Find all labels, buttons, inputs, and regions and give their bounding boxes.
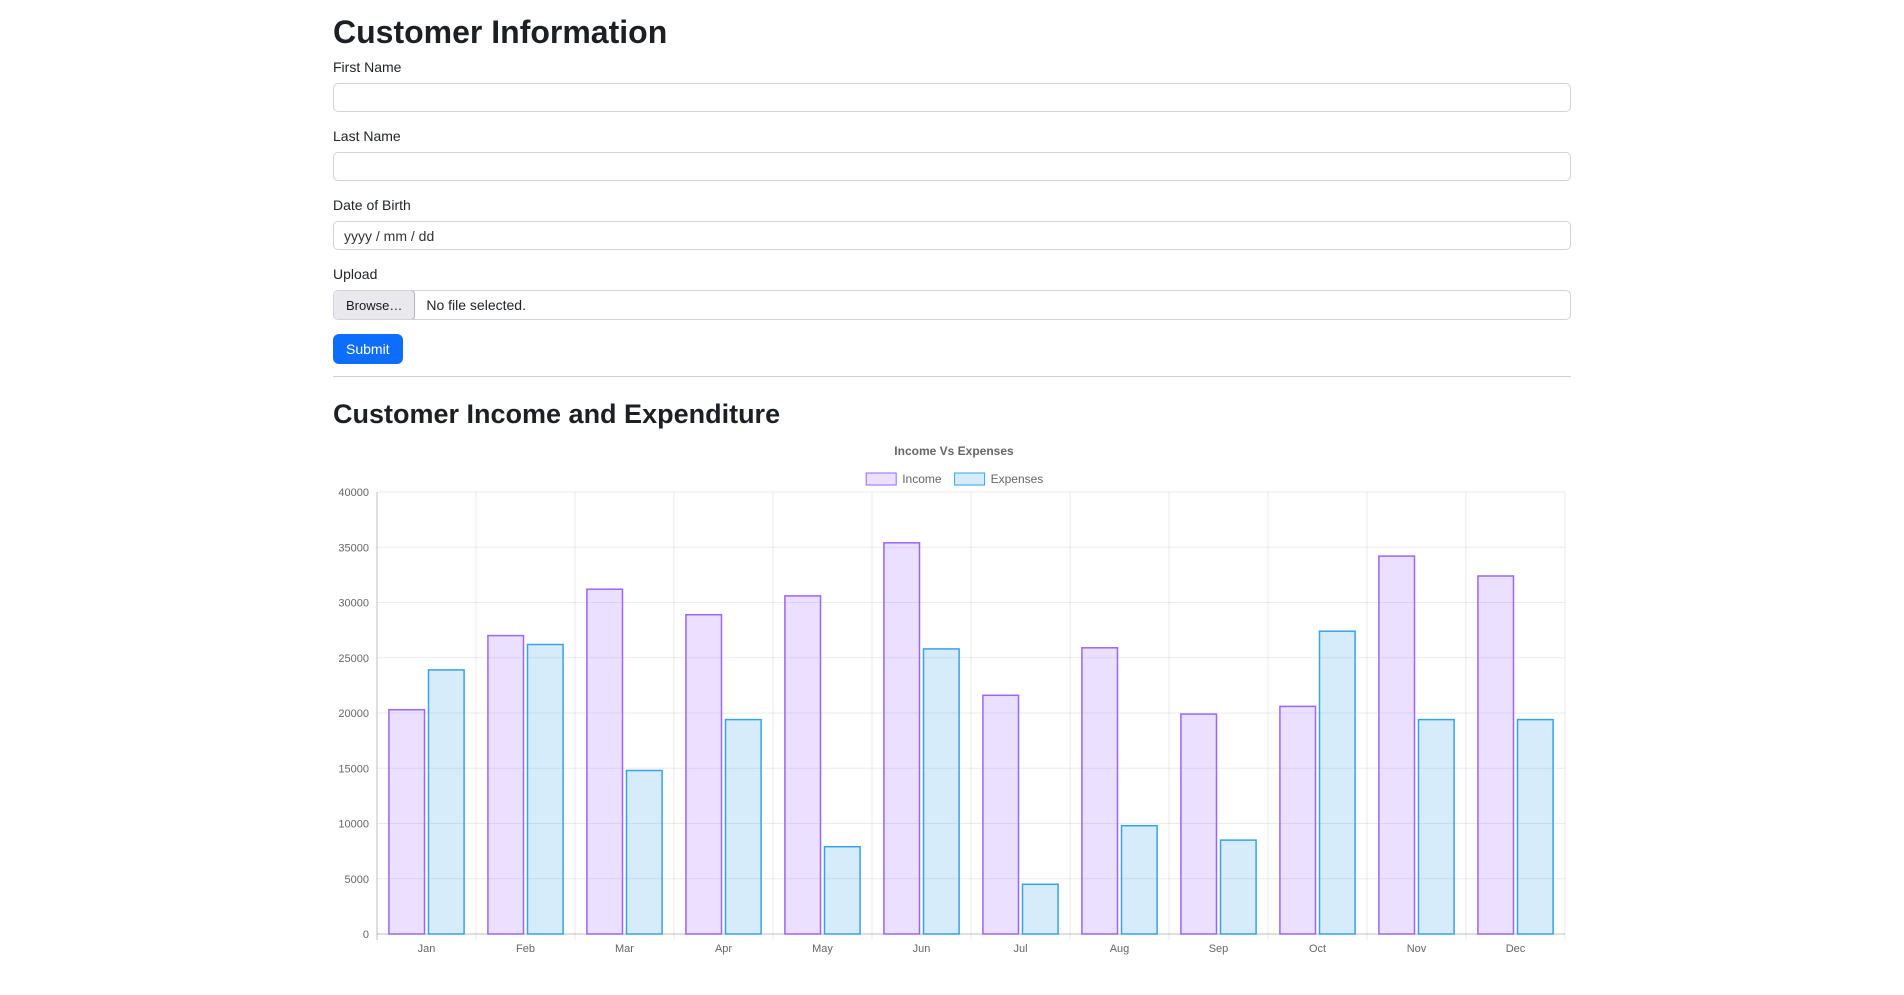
first-name-input[interactable] [333, 83, 1571, 112]
bar-expenses-dec[interactable] [1516, 718, 1554, 935]
y-tick-label: 5000 [345, 874, 369, 886]
legend-label: Income [902, 472, 942, 486]
bar-expenses-nov[interactable] [1417, 718, 1455, 935]
x-tick-label: Dec [1506, 943, 1526, 955]
expenditure-section-title: Customer Income and Expenditure [333, 399, 781, 429]
x-tick-label: Jun [913, 943, 931, 955]
upload-label: Upload [333, 266, 378, 282]
dob-input[interactable] [333, 221, 1571, 250]
file-status-text: No file selected. [426, 297, 526, 313]
first-name-label: First Name [333, 59, 402, 75]
income-expenses-chart: 0 5000 10000 15000 20000 25000 30000 35000 40000… [333, 439, 1571, 974]
x-tick-label: Oct [1309, 943, 1326, 955]
section-divider [333, 376, 1571, 377]
bar-income-may[interactable] [784, 595, 822, 935]
bar-income-nov[interactable] [1378, 555, 1416, 935]
bar-income-oct[interactable] [1279, 705, 1317, 935]
bar-income-jan[interactable] [388, 708, 426, 935]
bar-expenses-aug[interactable] [1120, 824, 1158, 935]
x-tick-label: Nov [1407, 943, 1427, 955]
bar-expenses-mar[interactable] [625, 769, 663, 935]
browse-button[interactable]: Browse… [334, 291, 416, 319]
y-tick-label: 0 [363, 929, 369, 941]
x-tick-label: Feb [516, 943, 535, 955]
legend-swatch [954, 472, 986, 486]
bar-income-feb[interactable] [487, 634, 525, 935]
x-tick-label: Jan [418, 943, 436, 955]
main-container: Customer Information First Name Last Nam… [333, 0, 1571, 974]
bar-expenses-oct[interactable] [1318, 630, 1356, 935]
x-tick-label: Aug [1110, 943, 1130, 955]
customer-form: First Name Last Name Date of Birth Uploa… [333, 58, 1571, 376]
last-name-input[interactable] [333, 152, 1571, 181]
bar-income-dec[interactable] [1477, 575, 1515, 935]
page-title: Customer Information [333, 14, 668, 50]
x-tick-label: May [812, 943, 833, 955]
bar-income-jul[interactable] [982, 694, 1020, 935]
bar-income-aug[interactable] [1081, 647, 1119, 935]
bar-expenses-may[interactable] [823, 845, 861, 935]
bar-income-jun[interactable] [883, 542, 921, 935]
submit-button[interactable]: Submit [333, 334, 403, 364]
legend-item-expenses[interactable]: Expenses [954, 472, 1044, 486]
y-tick-label: 30000 [338, 598, 369, 610]
y-tick-label: 15000 [338, 763, 369, 775]
y-tick-label: 35000 [338, 542, 369, 554]
bar-expenses-jun[interactable] [922, 648, 960, 935]
bar-expenses-jan[interactable] [427, 669, 465, 935]
legend-label: Expenses [991, 472, 1044, 486]
file-input[interactable]: Browse… No file selected. [333, 290, 1571, 320]
x-tick-label: Sep [1209, 943, 1229, 955]
legend-item-income[interactable]: Income [865, 472, 942, 486]
bar-expenses-apr[interactable] [724, 718, 762, 935]
bar-income-apr[interactable] [685, 613, 723, 935]
x-tick-label: Mar [615, 943, 634, 955]
bar-expenses-jul[interactable] [1021, 883, 1059, 935]
bar-expenses-feb[interactable] [526, 643, 564, 935]
bar-expenses-sep[interactable] [1219, 839, 1257, 935]
chart-title: Income Vs Expenses [894, 444, 1014, 458]
y-tick-label: 25000 [338, 653, 369, 665]
bar-income-sep[interactable] [1180, 713, 1218, 935]
y-tick-label: 20000 [338, 708, 369, 720]
legend-swatch [865, 472, 897, 486]
dob-label: Date of Birth [333, 197, 411, 213]
last-name-label: Last Name [333, 128, 401, 144]
x-tick-label: Jul [1013, 943, 1027, 955]
chart-canvas[interactable]: 0 5000 10000 15000 20000 25000 30000 35000 40000… [333, 439, 1571, 969]
y-tick-label: 40000 [338, 487, 369, 499]
y-tick-label: 10000 [338, 819, 369, 831]
x-tick-label: Apr [715, 943, 732, 955]
bar-income-mar[interactable] [586, 588, 624, 935]
